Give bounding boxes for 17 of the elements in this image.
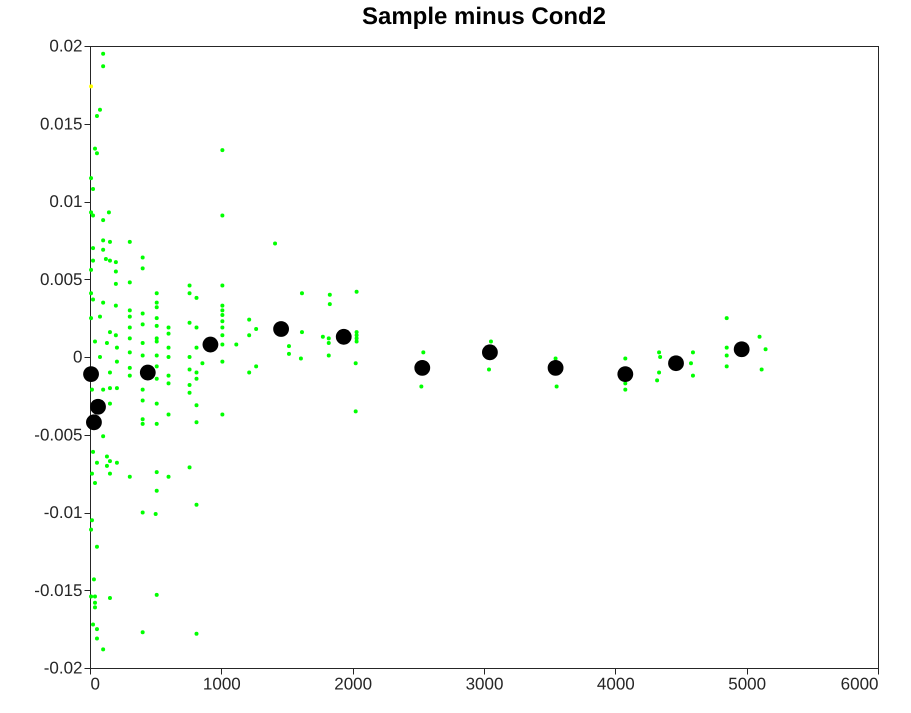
x-tick-label: 1000 — [202, 674, 241, 694]
y-tick-label: -0.02 — [44, 658, 82, 678]
x-tick-label: 0 — [90, 674, 100, 694]
x-tick-label: 3000 — [466, 674, 504, 694]
y-tick-label: 0.02 — [49, 36, 82, 56]
y-tick-label: -0.005 — [34, 425, 82, 444]
y-tick-label: -0.01 — [44, 503, 82, 522]
chart-title: Sample minus Cond2 — [362, 3, 606, 30]
y-tick-label: -0.015 — [34, 580, 82, 600]
x-tick-label: 4000 — [596, 674, 635, 694]
x-tick-label: 5000 — [728, 674, 766, 694]
x-tick-label: 2000 — [334, 674, 372, 694]
y-tick-label: 0.005 — [40, 270, 82, 289]
y-tick-label: 0 — [73, 348, 82, 366]
y-tick-label: 0.01 — [49, 192, 82, 211]
y-tick-label: 0.015 — [40, 114, 82, 134]
x-tick-label: 6000 — [840, 674, 878, 694]
